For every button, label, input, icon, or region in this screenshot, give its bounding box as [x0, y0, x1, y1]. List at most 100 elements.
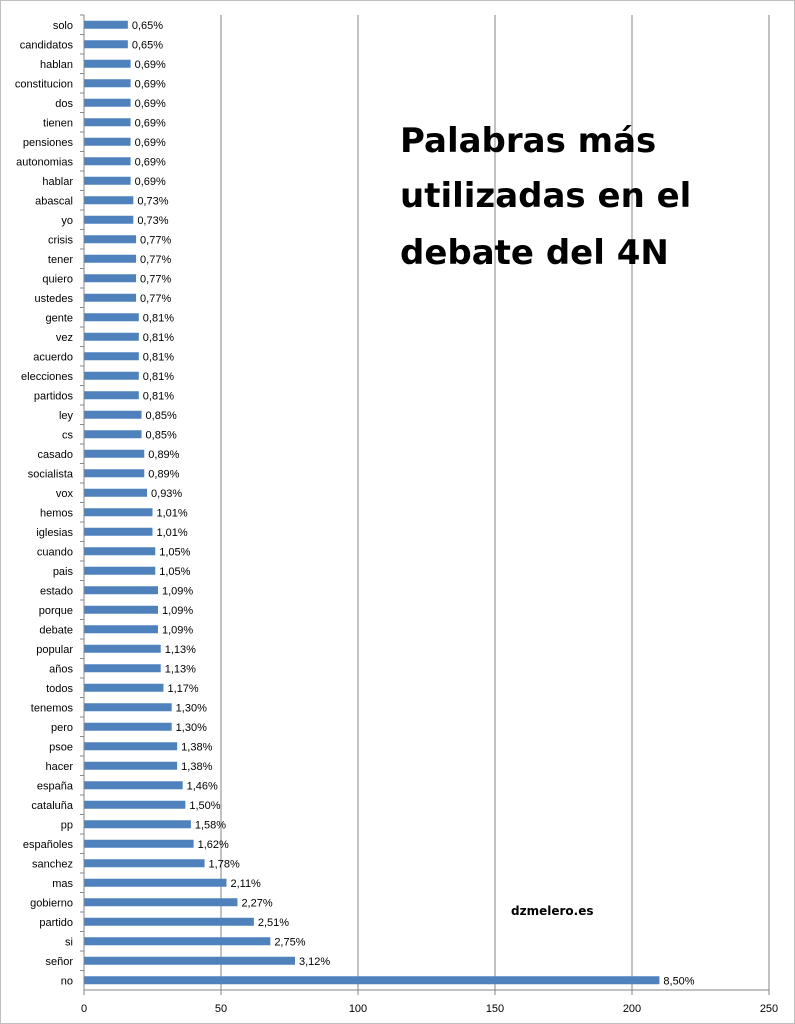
x-tick-label: 50 [215, 1003, 227, 1015]
category-label: gobierno [30, 897, 73, 909]
data-label: 0,77% [140, 234, 171, 246]
data-labels: 0,65% 0,65% 0,69% 0,69% 0,69% 0,69% 0,69% 0,69%… [132, 20, 695, 988]
category-label: partidos [34, 390, 74, 402]
bar [84, 176, 131, 185]
category-label: socialista [28, 468, 74, 480]
bar [84, 761, 178, 770]
data-label: 0,81% [143, 312, 174, 324]
data-label: 0,65% [132, 39, 163, 51]
category-label: cs [62, 429, 74, 441]
bar [84, 527, 153, 536]
bar [84, 898, 238, 907]
data-label: 1,05% [159, 546, 190, 558]
category-label: popular [36, 644, 73, 656]
data-label: 0,77% [140, 293, 171, 305]
data-label: 0,69% [135, 78, 166, 90]
category-label: pensiones [23, 137, 74, 149]
bar [84, 722, 172, 731]
category-label: todos [46, 683, 73, 695]
bar [84, 956, 295, 965]
data-label: 1,46% [187, 780, 218, 792]
data-label: 1,30% [176, 702, 207, 714]
bar [84, 293, 137, 302]
x-tick-labels: 0 50 100 150 200 250 [81, 1003, 778, 1015]
bar [84, 976, 660, 985]
data-label: 0,69% [135, 117, 166, 129]
data-label: 3,12% [299, 956, 330, 968]
category-label: psoe [49, 741, 73, 753]
category-label: abascal [35, 195, 73, 207]
bar [84, 547, 156, 556]
chart-title-line-1: Palabras más [400, 121, 656, 161]
category-label: elecciones [21, 371, 73, 383]
category-label: partido [39, 917, 73, 929]
category-label: crisis [48, 234, 74, 246]
category-label: solo [53, 20, 73, 32]
bar [84, 625, 158, 634]
data-label: 1,38% [181, 741, 212, 753]
bar [84, 488, 148, 497]
data-label: 0,81% [143, 390, 174, 402]
data-label: 0,69% [135, 137, 166, 149]
category-label: españoles [23, 839, 74, 851]
bar [84, 79, 131, 88]
bar [84, 157, 131, 166]
data-label: 0,81% [143, 351, 174, 363]
data-label: 1,09% [162, 585, 193, 597]
data-label: 1,17% [167, 683, 198, 695]
category-label: mas [52, 878, 73, 890]
bar [84, 352, 139, 361]
bar [84, 742, 178, 751]
x-tick-label: 100 [349, 1003, 367, 1015]
data-label: 1,09% [162, 605, 193, 617]
data-label: 1,01% [157, 507, 188, 519]
credit-label: dzmelero.es [511, 904, 593, 918]
bar [84, 235, 137, 244]
data-label: 2,75% [274, 936, 305, 948]
category-label: tienen [43, 117, 73, 129]
bar [84, 586, 158, 595]
bar [84, 839, 194, 848]
data-label: 1,05% [159, 566, 190, 578]
bar [84, 566, 156, 575]
data-label: 0,85% [146, 429, 177, 441]
data-label: 1,50% [189, 800, 220, 812]
category-label: acuerdo [33, 351, 73, 363]
category-label: constitucion [15, 78, 73, 90]
bar [84, 449, 145, 458]
category-label: ustedes [34, 293, 73, 305]
bar [84, 215, 134, 224]
x-tick-label: 150 [486, 1003, 504, 1015]
data-label: 1,78% [209, 858, 240, 870]
x-tick-label: 250 [760, 1003, 778, 1015]
bar [84, 644, 161, 653]
category-label: cuando [37, 546, 73, 558]
x-tick-label: 0 [81, 1003, 87, 1015]
bar [84, 118, 131, 127]
data-label: 1,30% [176, 722, 207, 734]
data-label: 1,38% [181, 761, 212, 773]
category-label: iglesias [36, 527, 73, 539]
chart-title-line-3: debate del 4N [400, 233, 669, 273]
bar [84, 859, 205, 868]
x-tick-label: 200 [623, 1003, 641, 1015]
chart-title-line-2: utilizadas en el [400, 176, 691, 216]
bar [84, 820, 191, 829]
data-label: 0,69% [135, 59, 166, 71]
category-labels: solo candidatos hablan constitucion dos tiene… [15, 20, 74, 988]
category-label: porque [39, 605, 73, 617]
bar [84, 98, 131, 107]
data-label: 1,09% [162, 624, 193, 636]
data-label: 1,58% [195, 819, 226, 831]
bar [84, 605, 158, 614]
bar [84, 703, 172, 712]
category-label: hablar [42, 176, 73, 188]
data-label: 1,13% [165, 644, 196, 656]
bar [84, 274, 137, 283]
category-label: pais [53, 566, 74, 578]
data-label: 1,01% [157, 527, 188, 539]
axes [80, 14, 770, 995]
data-label: 0,77% [140, 273, 171, 285]
bar [84, 664, 161, 673]
data-label: 8,50% [663, 975, 694, 987]
